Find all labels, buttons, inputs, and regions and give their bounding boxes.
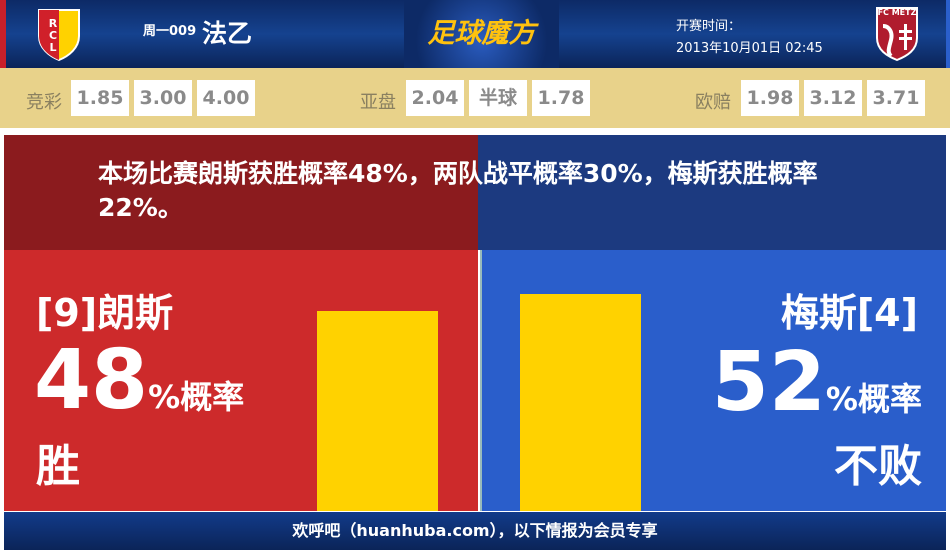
jingcai-label: 竞彩 [26,92,62,113]
match-header: RCL 周一009 法乙 足球魔方 开赛时间： 2013年10月01日 02:4… [0,0,950,68]
home-logo-text: RCL [48,17,58,54]
away-probability-bar [520,294,641,511]
prediction-panel: 本场比赛朗斯获胜概率48%，两队战平概率30%，梅斯获胜概率22%。 [9]朗斯… [4,135,946,511]
away-percent-value: 52 [711,335,826,430]
odds-bar: 竞彩 1.85 3.00 4.00 亚盘 2.04 半球 1.78 欧赔 1.9… [0,68,950,128]
oupei-loss: 3.71 [867,80,925,116]
away-percent: 52%概率 [712,342,922,440]
home-result: 胜 [36,441,80,492]
kickoff-label: 开赛时间： [676,19,742,34]
home-team-logo [38,9,80,62]
oupei-win: 1.98 [741,80,799,116]
away-result: 不败 [834,441,922,492]
summary-bg-away [478,135,946,250]
yapan-label: 亚盘 [360,92,396,113]
home-percent-value: 48 [34,333,149,428]
away-team-name: 梅斯[4] [780,291,918,335]
home-percent-unit: %概率 [148,378,245,416]
away-team-logo [876,7,918,62]
kickoff-time: 2013年10月01日 02:45 [676,41,823,56]
away-prediction: 梅斯[4] 52%概率 不败 [480,250,946,511]
yapan-away: 1.78 [532,80,590,116]
oupei-draw: 3.12 [804,80,862,116]
away-percent-unit: %概率 [825,380,922,418]
yapan-handicap: 半球 [469,80,527,116]
summary-bg-home [4,135,478,250]
yapan-home: 2.04 [406,80,464,116]
home-percent: 48%概率 [34,340,244,438]
home-team-name: [9]朗斯 [36,291,174,335]
brand-logo: 足球魔方 [404,0,559,68]
jingcai-loss: 4.00 [197,80,255,116]
league-name: 法乙 [202,19,253,48]
away-logo-text: FC METZ [877,8,917,17]
oupei-label: 欧赔 [695,92,731,113]
match-number: 周一009 [143,24,197,39]
member-notice[interactable]: 欢呼吧（huanhuba.com），以下情报为会员专享 [4,512,946,550]
prediction-summary: 本场比赛朗斯获胜概率48%，两队战平概率30%，梅斯获胜概率22%。 [98,159,818,222]
jingcai-win: 1.85 [71,80,129,116]
jingcai-draw: 3.00 [134,80,192,116]
home-probability-bar [317,310,438,511]
home-prediction: [9]朗斯 48%概率 胜 [4,250,478,511]
